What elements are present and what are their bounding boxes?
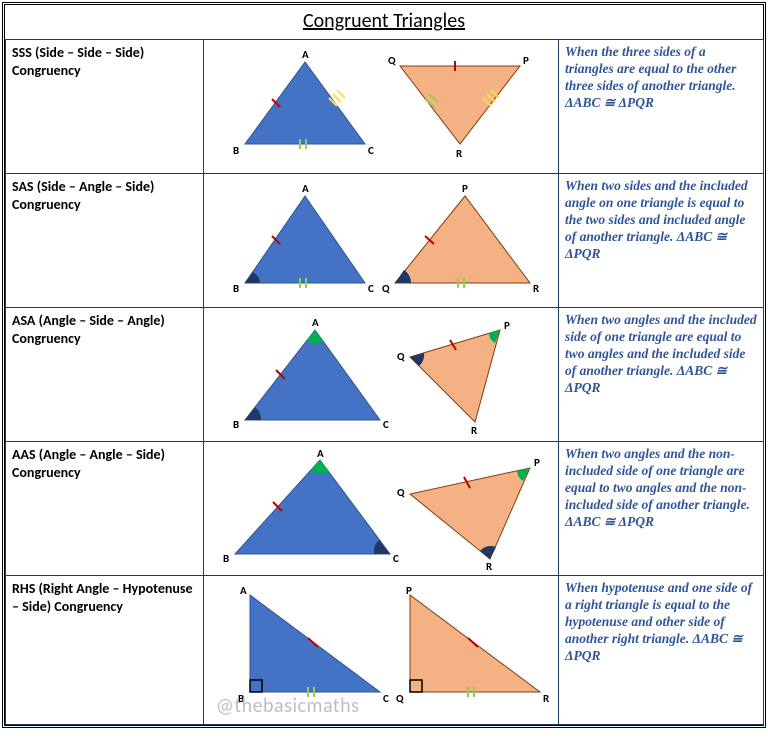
table-row: RHS (Right Angle – Hypotenuse – Side) Co… (6, 576, 764, 725)
rule-name: ASA (Angle – Side – Angle) Congruency (12, 312, 197, 347)
svg-text:R: R (471, 424, 478, 437)
diagram-sss: A B C Q P (210, 44, 552, 169)
svg-text:B: B (233, 144, 239, 157)
chart-frame: Congruent Triangles SSS (Side – Side – S… (2, 2, 766, 728)
rule-desc: When two angles and the non-included sid… (565, 446, 757, 530)
page-title: Congruent Triangles (5, 5, 763, 39)
svg-text:C: C (383, 692, 389, 705)
svg-text:Q: Q (388, 54, 396, 67)
svg-text:Q: Q (397, 486, 405, 499)
table-row: SSS (Side – Side – Side) Congruency A B … (6, 40, 764, 174)
table-row: AAS (Angle – Angle – Side) Congruency A B… (6, 442, 764, 576)
svg-text:C: C (368, 282, 374, 295)
table-row: ASA (Angle – Side – Angle) Congruency A B… (6, 308, 764, 442)
svg-text:A: A (317, 447, 324, 460)
svg-text:Q: Q (396, 692, 404, 705)
svg-text:P: P (523, 54, 529, 67)
svg-text:R: R (533, 282, 540, 295)
diagram-aas: A B C P Q R (210, 446, 552, 571)
rule-desc: When the three sides of a triangles are … (565, 44, 757, 112)
svg-text:R: R (486, 560, 493, 571)
svg-text:C: C (368, 144, 374, 157)
rule-desc: When two angles and the included side of… (565, 312, 757, 396)
rule-desc: When hypotenuse and one side of a right … (565, 580, 757, 664)
rule-name: SAS (Side – Angle – Side) Congruency (12, 178, 197, 213)
svg-text:A: A (302, 182, 309, 195)
svg-text:R: R (456, 147, 463, 160)
svg-text:P: P (534, 456, 540, 469)
sss-svg: A B C Q P (210, 44, 555, 169)
congruency-table: SSS (Side – Side – Side) Congruency A B … (5, 39, 764, 725)
svg-text:R: R (543, 692, 550, 705)
watermark: @thebasicmaths (216, 694, 359, 718)
svg-text:A: A (240, 584, 247, 597)
rule-name: RHS (Right Angle – Hypotenuse – Side) Co… (12, 580, 197, 615)
svg-text:P: P (462, 182, 468, 195)
diagram-sas: A B C P Q R (210, 178, 552, 303)
diagram-asa: A B C P Q R (210, 312, 552, 437)
svg-text:C: C (383, 418, 389, 431)
table-row: SAS (Side – Angle – Side) Congruency A B C… (6, 174, 764, 308)
svg-text:B: B (233, 418, 239, 431)
svg-text:B: B (233, 282, 239, 295)
svg-text:A: A (312, 316, 319, 329)
svg-text:C: C (393, 552, 399, 565)
rule-name: SSS (Side – Side – Side) Congruency (12, 44, 197, 79)
rule-desc: When two sides and the included angle on… (565, 178, 757, 262)
rule-name: AAS (Angle – Angle – Side) Congruency (12, 446, 197, 481)
svg-text:B: B (223, 552, 229, 565)
svg-text:P: P (406, 584, 412, 597)
diagram-rhs: ABC PQR @thebasicmaths (210, 580, 552, 720)
svg-text:Q: Q (397, 350, 405, 363)
svg-text:Q: Q (382, 282, 390, 295)
svg-text:P: P (504, 319, 510, 332)
svg-text:A: A (302, 48, 309, 61)
